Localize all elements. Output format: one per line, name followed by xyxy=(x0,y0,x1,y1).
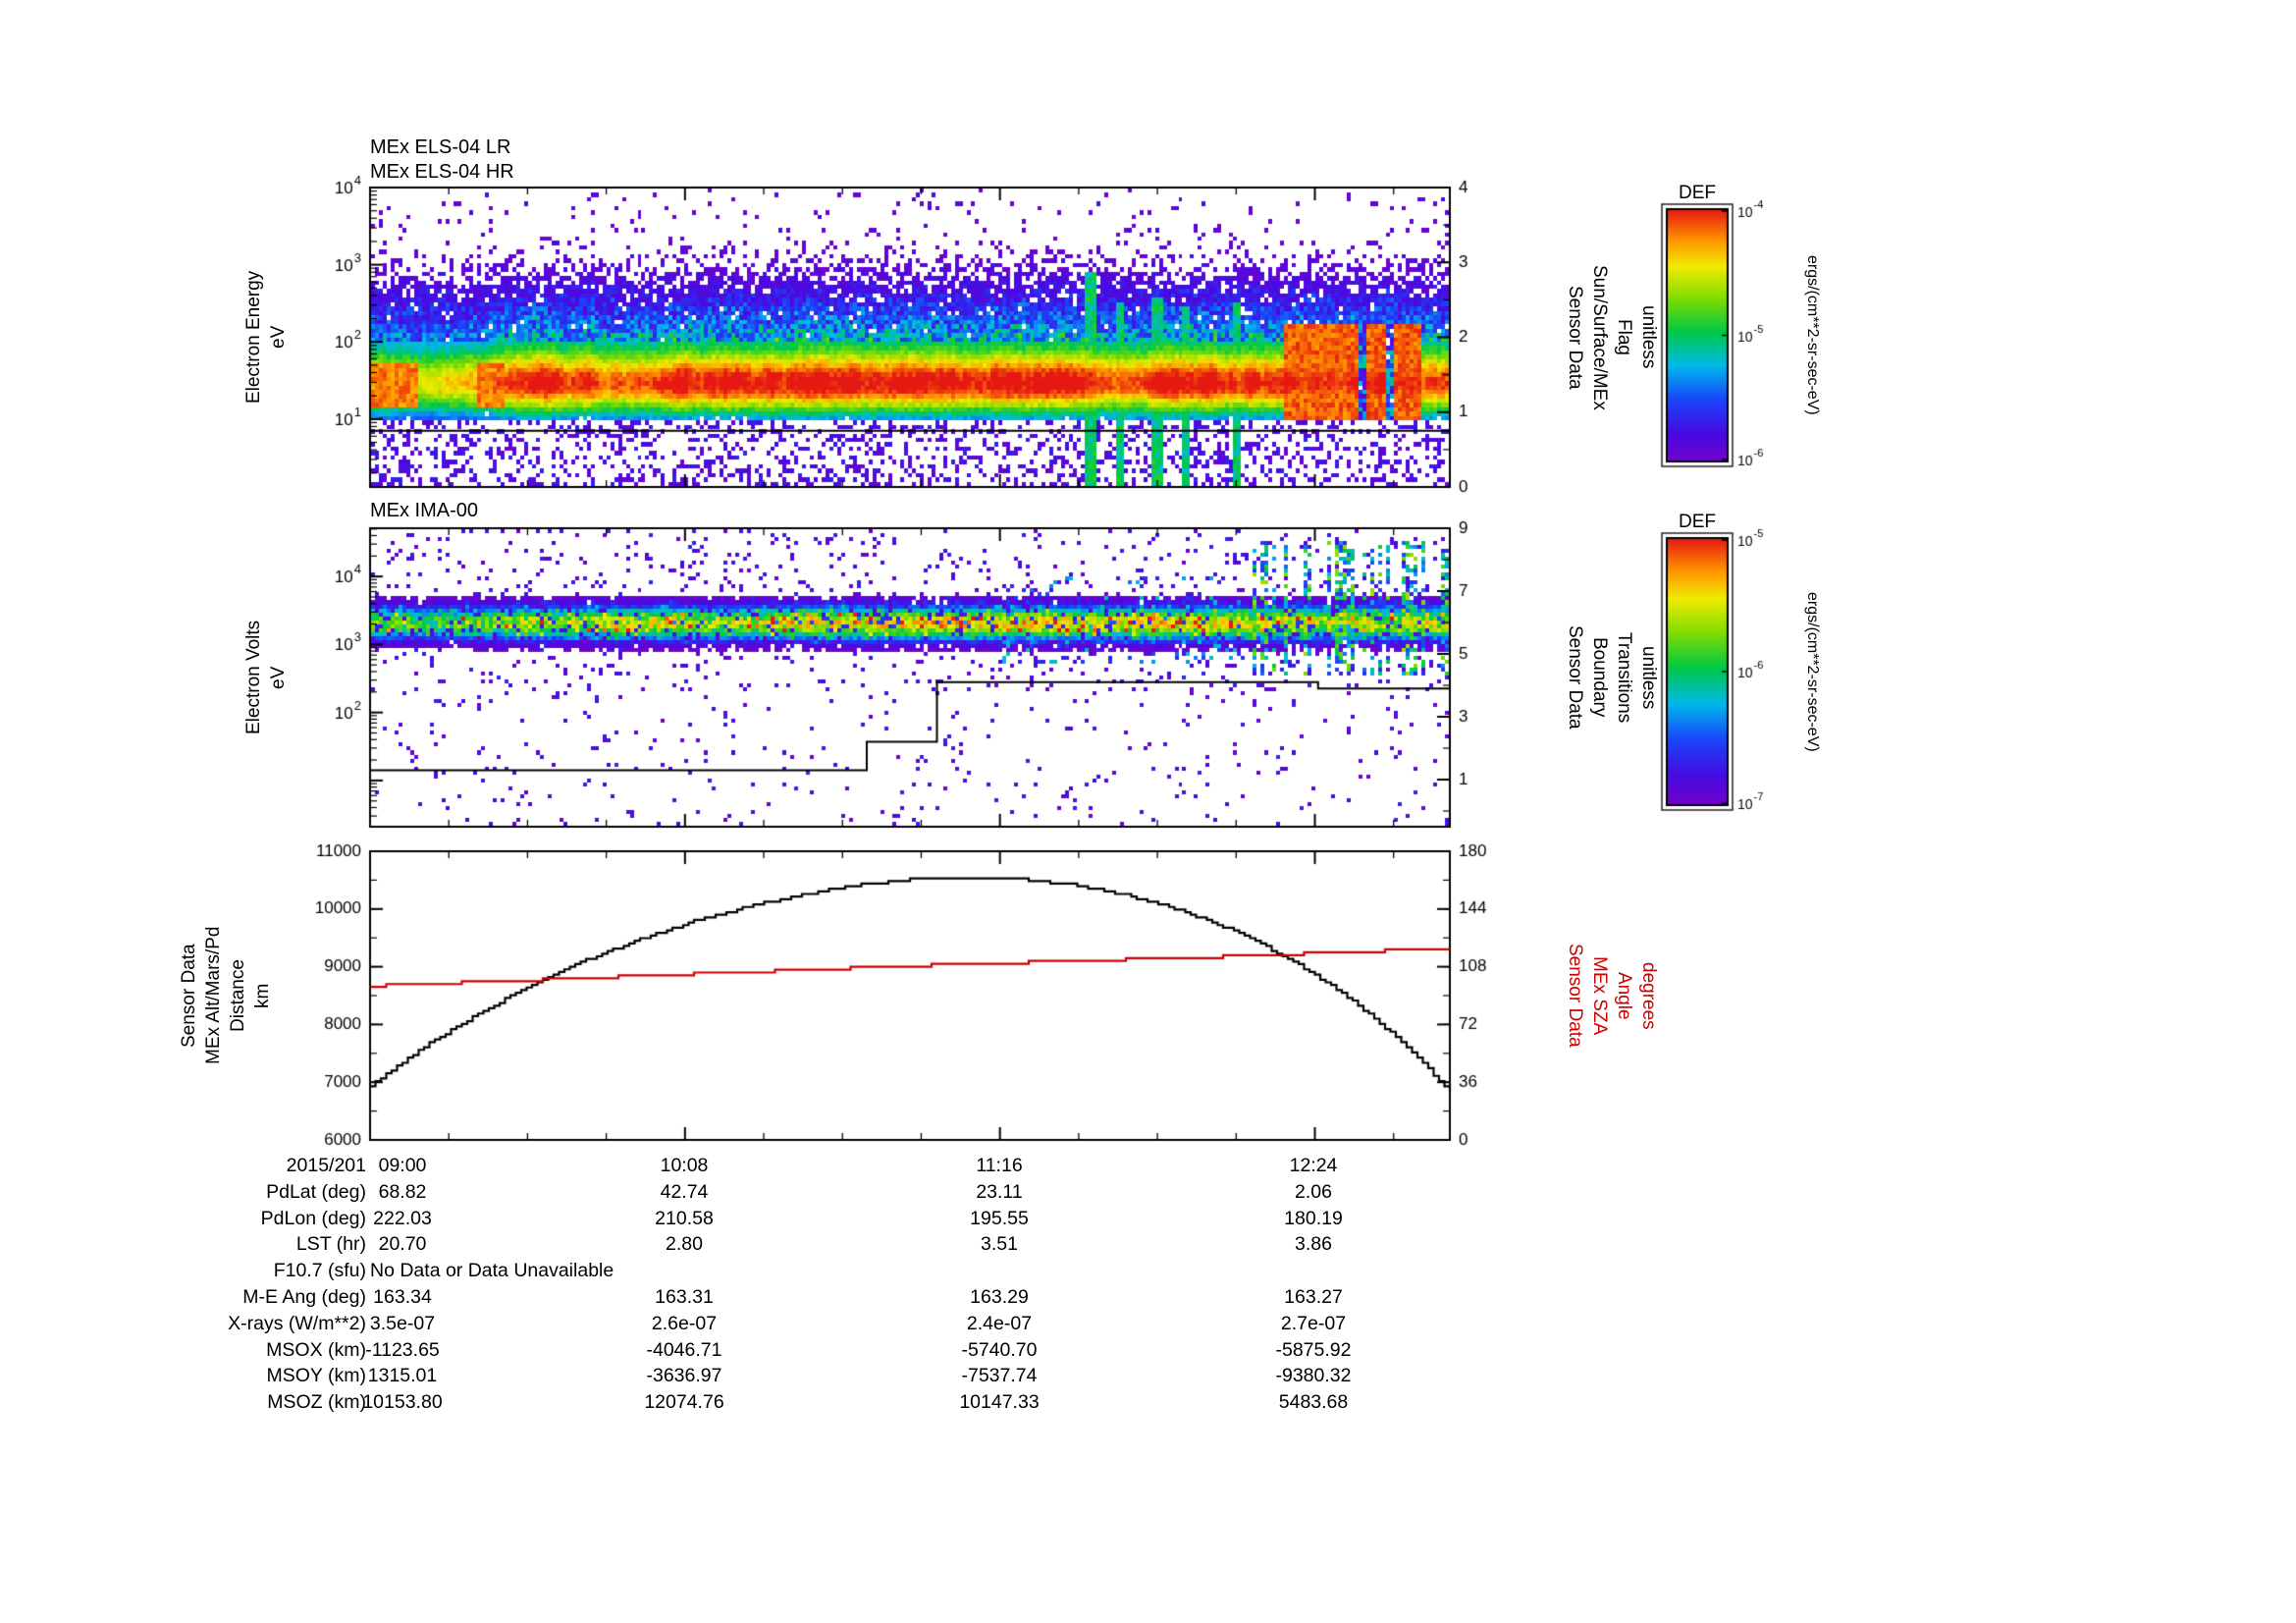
colorbar1-title: DEF xyxy=(1679,183,1716,203)
table-cell: 1315.01 xyxy=(367,1365,438,1387)
table-row-label: MSOY (km) xyxy=(266,1365,366,1387)
ima-y-axis-label: Electron Volts eV xyxy=(243,620,289,735)
table-cell: 12:24 xyxy=(1289,1155,1338,1176)
table-row-label: LST (hr) xyxy=(295,1233,366,1256)
colorbar2-unit-label: ergs/(cm**2-sr-sec-eV) xyxy=(1804,591,1821,752)
table-cell: 20.70 xyxy=(378,1233,427,1256)
table-cell: 2.6e-07 xyxy=(651,1312,718,1334)
table-cell: 5483.68 xyxy=(1278,1391,1349,1414)
table-row-label: MSOX (km) xyxy=(266,1338,366,1361)
table-cell: 68.82 xyxy=(378,1180,427,1203)
els-y-axis-label: Electron Energy eV xyxy=(243,270,289,405)
table-cell: 163.29 xyxy=(970,1286,1029,1308)
table-cell: 2.06 xyxy=(1295,1180,1332,1203)
table-cell: 11:16 xyxy=(976,1155,1023,1176)
table-cell: 09:00 xyxy=(378,1155,427,1176)
ephemeris-y-axis-label: Sensor Data MEx Alt/Mars/Pd Distance km xyxy=(179,926,273,1065)
table-cell: -5875.92 xyxy=(1275,1338,1352,1361)
table-cell: -1123.65 xyxy=(365,1338,440,1361)
table-row-label: MSOZ (km) xyxy=(267,1391,366,1414)
table-cell: 3.51 xyxy=(981,1233,1018,1256)
table-cell: 42.74 xyxy=(660,1180,709,1203)
table-row-label: F10.7 (sfu) xyxy=(273,1260,366,1282)
els-right-axis-label: Sensor Data Sun/Surface/MEx Flag unitles… xyxy=(1565,264,1659,410)
table-cell: 2.7e-07 xyxy=(1280,1312,1347,1334)
table-cell: -7537.74 xyxy=(961,1365,1038,1387)
table-row-label: PdLat (deg) xyxy=(266,1180,366,1203)
table-cell: -4046.71 xyxy=(646,1338,722,1361)
table-cell: 12074.76 xyxy=(644,1391,724,1414)
table-cell: 3.5e-07 xyxy=(369,1312,436,1334)
table-row-label: M-E Ang (deg) xyxy=(242,1286,366,1308)
table-row-span-value: No Data or Data Unavailable xyxy=(370,1260,614,1282)
table-cell: 3.86 xyxy=(1295,1233,1332,1256)
table-cell: 222.03 xyxy=(373,1207,432,1229)
table-cell: -9380.32 xyxy=(1275,1365,1352,1387)
table-cell: 210.58 xyxy=(655,1207,714,1229)
table-cell: 163.27 xyxy=(1284,1286,1343,1308)
table-cell: -5740.70 xyxy=(961,1338,1038,1361)
table-cell: 10:08 xyxy=(660,1155,709,1176)
table-cell: 180.19 xyxy=(1284,1207,1343,1229)
ima-panel-title: MEx IMA-00 xyxy=(370,500,479,521)
table-row-label: X-rays (W/m**2) xyxy=(228,1312,366,1334)
els-panel-title: MEx ELS-04 LR MEx ELS-04 HR xyxy=(370,136,514,183)
table-cell: 2.80 xyxy=(666,1233,703,1256)
table-cell: 23.11 xyxy=(976,1180,1023,1203)
table-row-label: PdLon (deg) xyxy=(260,1207,366,1229)
table-cell: 163.31 xyxy=(655,1286,714,1308)
table-cell: 10147.33 xyxy=(959,1391,1040,1414)
colorbar1-unit-label: ergs/(cm**2-sr-sec-eV) xyxy=(1804,254,1821,415)
table-cell: 163.34 xyxy=(373,1286,432,1308)
table-row-label: 2015/201 xyxy=(286,1155,366,1176)
table-cell: 195.55 xyxy=(970,1207,1029,1229)
sza-right-axis-label: Sensor Data MEx SZA Angle degrees xyxy=(1565,944,1659,1048)
ima-right-axis-label: Sensor Data Boundary Transitions unitles… xyxy=(1565,625,1659,730)
table-cell: -3636.97 xyxy=(646,1365,722,1387)
table-cell: 10153.80 xyxy=(362,1391,443,1414)
table-cell: 2.4e-07 xyxy=(966,1312,1033,1334)
colorbar2-title: DEF xyxy=(1679,512,1716,532)
